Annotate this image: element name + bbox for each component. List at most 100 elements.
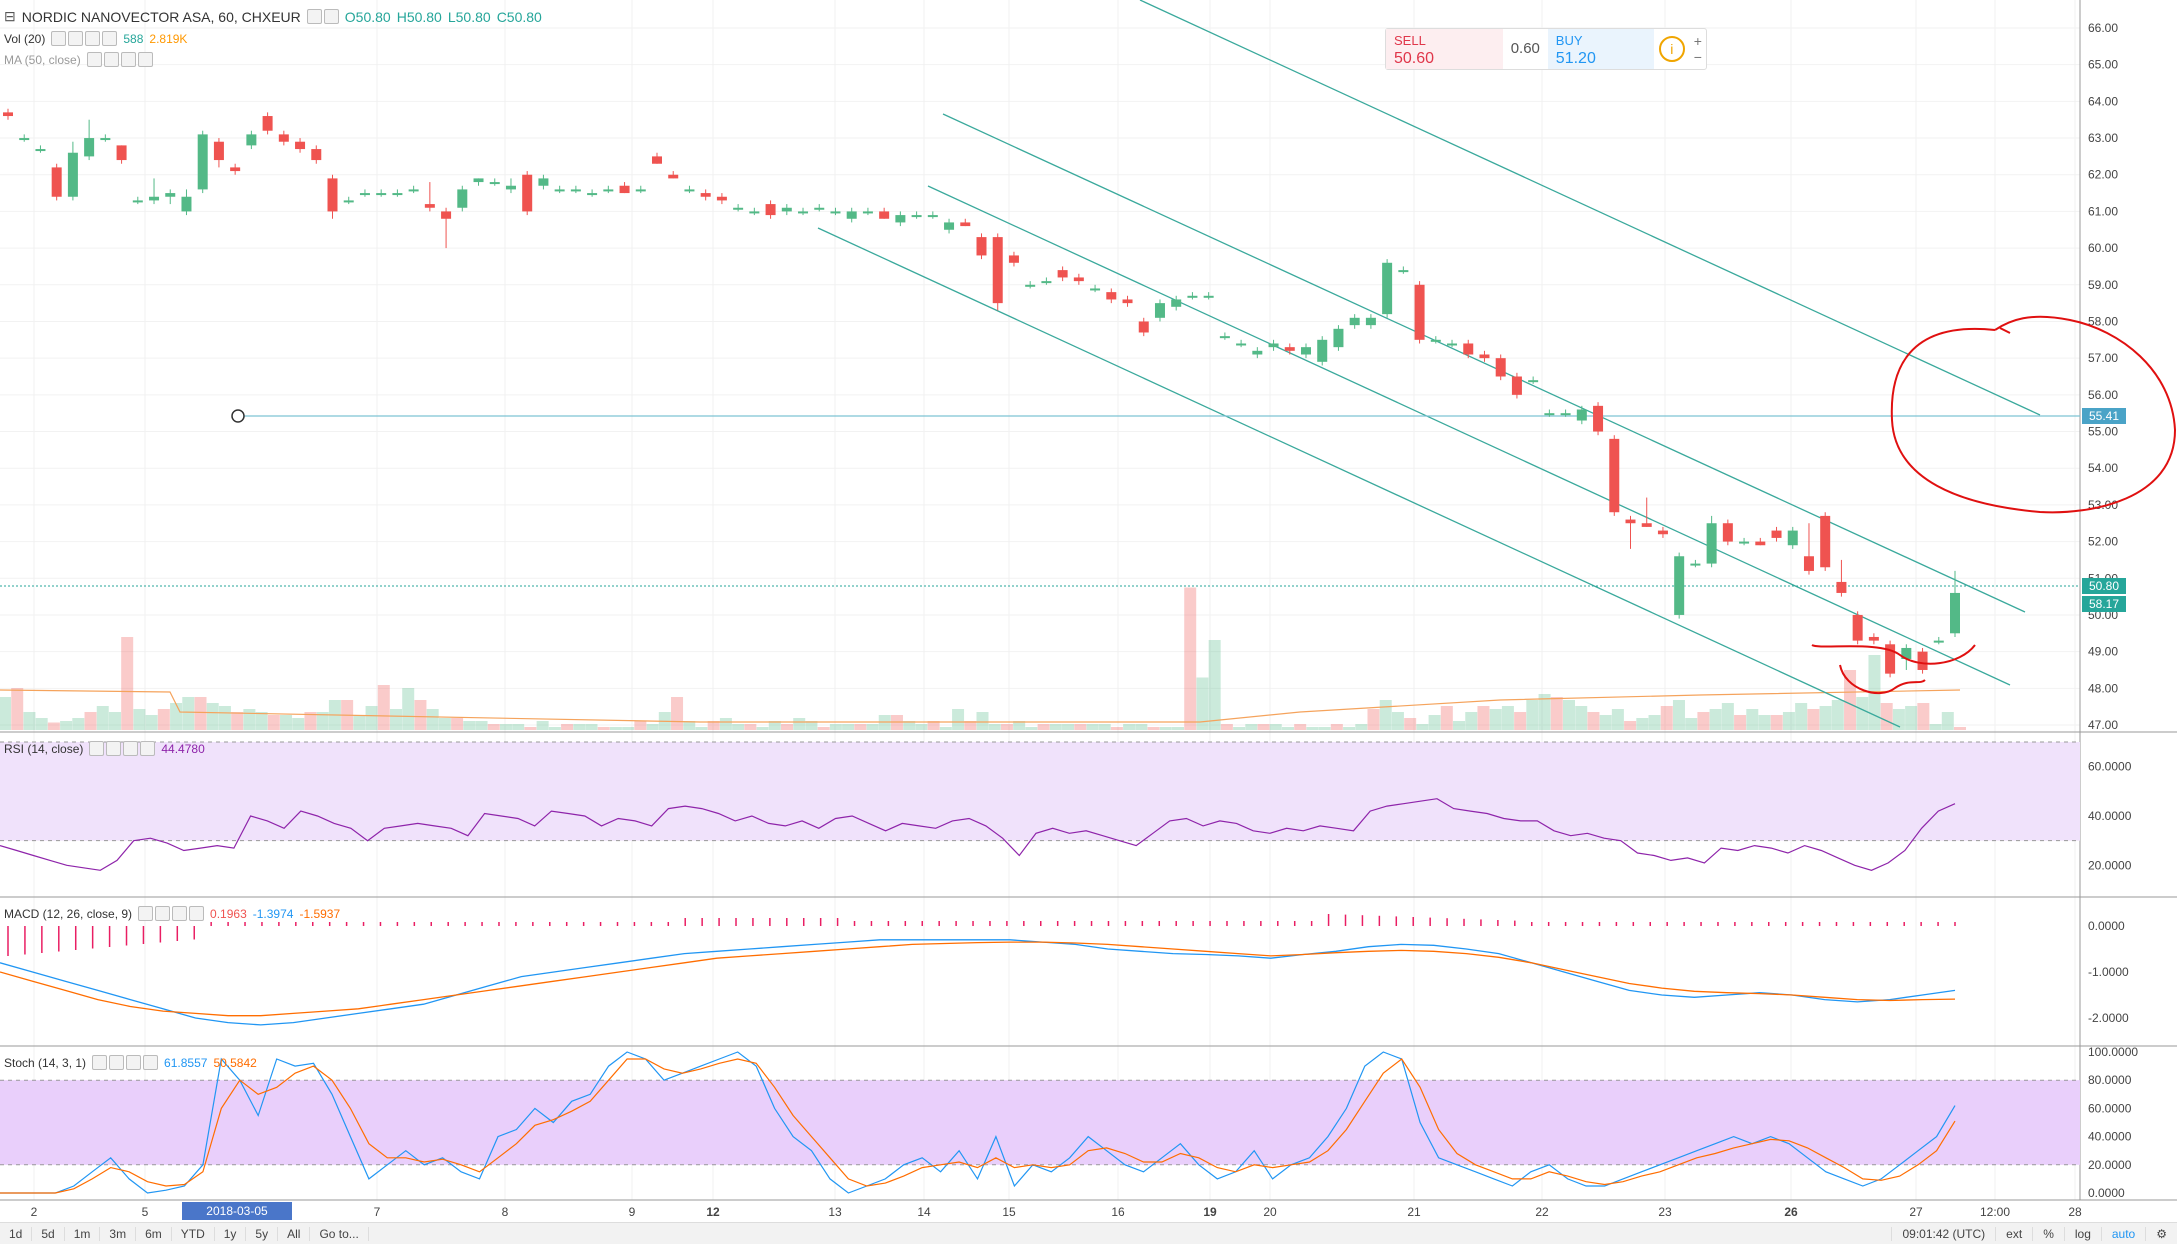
price-axis-label: 59.00 [2088, 278, 2118, 292]
volume-bar [1404, 718, 1417, 730]
candle-body [895, 215, 906, 223]
stoch-label[interactable]: Stoch (14, 3, 1) [4, 1055, 87, 1070]
volume-legend-buttons[interactable] [51, 31, 118, 46]
volume-bar [1721, 703, 1734, 730]
stoch-legend-buttons[interactable] [92, 1055, 159, 1070]
candle-body [1382, 262, 1393, 315]
percent-toggle[interactable]: % [2032, 1226, 2064, 1241]
candle-body [489, 182, 500, 185]
volume-bar [1734, 715, 1747, 730]
candle-body [1544, 413, 1555, 416]
candle-body [1803, 556, 1814, 571]
candle-body [51, 167, 62, 197]
info-button[interactable]: i [1654, 29, 1690, 69]
stoch-d-value: 50.5842 [213, 1055, 257, 1070]
range-6m[interactable]: 6m [136, 1226, 172, 1241]
volume-bar [1599, 715, 1612, 730]
volume-bar [1672, 700, 1685, 730]
candle-body [1950, 592, 1960, 634]
close-value: C50.80 [496, 8, 542, 25]
candle-body [846, 211, 857, 219]
volume-bar [133, 709, 146, 730]
candle-body [668, 174, 679, 179]
collapse-minus-button[interactable]: − [1693, 49, 1702, 65]
symbol-title[interactable]: NORDIC NANOVECTOR ASA, 60, CHXEUR [21, 8, 301, 25]
volume-bar [573, 724, 586, 730]
range-1y[interactable]: 1y [215, 1226, 247, 1241]
candle-body [862, 211, 873, 214]
price-axis-label: 49.00 [2088, 645, 2118, 659]
volume-bar [1049, 724, 1062, 730]
time-axis-label: 13 [828, 1205, 842, 1219]
volume-bar [927, 721, 940, 730]
goto-button[interactable]: Go to... [310, 1226, 369, 1241]
volume-bar [23, 712, 36, 730]
legend-buttons[interactable] [306, 9, 339, 24]
volume-bar [1929, 724, 1942, 730]
candle-body [1041, 281, 1052, 284]
rsi-label[interactable]: RSI (14, close) [4, 741, 84, 756]
volume-bar [1660, 706, 1673, 730]
candle-body [181, 196, 192, 212]
candle-body [1706, 523, 1717, 564]
time-axis-label: 8 [502, 1205, 509, 1219]
low-value: L50.80 [447, 8, 491, 25]
macd-legend: MACD (12, 26, close, 9) 0.1963 -1.3974 -… [4, 906, 340, 921]
volume-bar [1550, 697, 1563, 730]
log-toggle[interactable]: log [2063, 1226, 2101, 1241]
candle-body [457, 189, 468, 208]
volume-bar [304, 712, 317, 730]
auto-toggle[interactable]: auto [2100, 1226, 2145, 1241]
volume-bar [646, 724, 659, 730]
volume-bar [1062, 724, 1075, 730]
candle-body [1301, 347, 1311, 355]
range-1m[interactable]: 1m [65, 1226, 101, 1241]
gear-icon[interactable]: ⚙ [2145, 1226, 2177, 1241]
volume-bar [1269, 724, 1282, 730]
buy-button[interactable]: BUY 51.20 [1547, 29, 1654, 69]
volume-bar [1159, 727, 1172, 730]
annotation-curve-upper [1811, 644, 1976, 665]
volume-bar [585, 724, 598, 730]
macd-label[interactable]: MACD (12, 26, close, 9) [4, 906, 133, 921]
expand-plus-button[interactable]: + [1693, 33, 1702, 49]
volume-bar [768, 721, 781, 730]
ext-toggle[interactable]: ext [1995, 1226, 2032, 1241]
volume-bar [1306, 727, 1319, 730]
volume-bar [915, 724, 928, 730]
volume-bar [1086, 724, 1099, 730]
range-ytd[interactable]: YTD [172, 1226, 215, 1241]
volume-price-tag: 58.17 [2082, 596, 2126, 612]
candle-body [1138, 321, 1149, 333]
volume-bar [903, 721, 916, 730]
macd-legend-buttons[interactable] [138, 906, 205, 921]
volume-bar [35, 718, 48, 730]
volume-bar [182, 697, 195, 730]
volume-bar [292, 718, 305, 730]
ma-label[interactable]: MA (50, close) [4, 52, 81, 67]
clock-readout[interactable]: 09:01:42 (UTC) [1891, 1226, 1995, 1241]
ma-legend-buttons[interactable] [86, 52, 153, 67]
range-5d[interactable]: 5d [32, 1226, 65, 1241]
macd-signal-value: -1.5937 [299, 906, 341, 921]
volume-bar [1611, 709, 1624, 730]
rsi-legend-buttons[interactable] [89, 741, 156, 756]
range-all[interactable]: All [278, 1226, 311, 1241]
range-1d[interactable]: 1d [0, 1226, 33, 1241]
candle-body [1917, 651, 1928, 670]
volume-label[interactable]: Vol (20) [4, 31, 46, 46]
candle-body [505, 185, 516, 190]
sell-button[interactable]: SELL 50.60 [1386, 29, 1503, 69]
volume-bar [842, 724, 855, 730]
volume-bar [377, 685, 390, 730]
macd-hist-value: 0.1963 [210, 906, 247, 921]
candle-body [1252, 350, 1263, 355]
collapse-icon[interactable]: ⊟ [4, 8, 16, 24]
range-5y[interactable]: 5y [246, 1226, 279, 1241]
candle-body [1755, 541, 1766, 546]
range-3m[interactable]: 3m [100, 1226, 137, 1241]
time-axis-label: 26 [1784, 1205, 1798, 1219]
rsi-value: 44.4780 [161, 741, 205, 756]
